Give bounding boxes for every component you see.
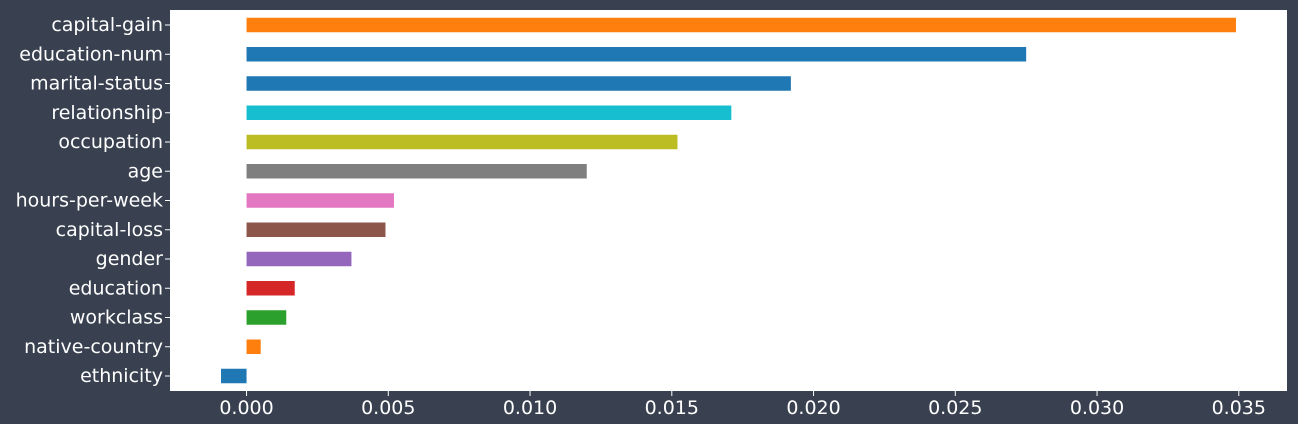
y-tick-label: capital-loss <box>56 219 163 241</box>
y-tick-label: education-num <box>19 43 163 65</box>
x-tick-label: 0.035 <box>1212 397 1266 419</box>
x-tick-label: 0.005 <box>361 397 415 419</box>
x-tick-label: 0.030 <box>1070 397 1124 419</box>
y-axis: capital-gain education-num marital-status r… <box>16 14 170 387</box>
y-tick-label: occupation <box>58 131 163 153</box>
bar-education <box>246 281 295 296</box>
bar-hours-per-week <box>246 193 394 208</box>
y-tick-label: workclass <box>70 307 163 329</box>
x-tick-label: 0.015 <box>645 397 699 419</box>
y-tick-label: age <box>128 160 163 182</box>
bar-capital-loss <box>246 222 386 237</box>
bar-ethnicity <box>221 368 247 384</box>
bar-native-country <box>246 339 261 354</box>
bar-capital-gain <box>246 17 1236 33</box>
x-tick-label: 0.025 <box>928 397 982 419</box>
bar-age <box>246 164 587 179</box>
x-axis: 0.000 0.005 0.010 0.015 0.020 0.025 0.030 0.035 <box>219 391 1266 419</box>
y-tick-label: education <box>69 277 163 299</box>
bar-gender <box>246 251 352 267</box>
y-tick-label: native-country <box>24 336 163 358</box>
x-tick-label: 0.000 <box>219 397 273 419</box>
y-tick-label: hours-per-week <box>16 190 163 212</box>
y-tick-label: capital-gain <box>51 14 163 36</box>
bar-marital-status <box>246 76 791 91</box>
y-tick-label: marital-status <box>30 73 163 95</box>
x-tick-label: 0.020 <box>786 397 840 419</box>
bar-workclass <box>246 310 287 325</box>
bar-education-num <box>246 47 1027 62</box>
bar-occupation <box>246 134 678 150</box>
y-tick-label: ethnicity <box>80 365 163 387</box>
bar-relationship <box>246 105 732 120</box>
y-tick-label: relationship <box>51 102 163 124</box>
x-tick-label: 0.010 <box>503 397 557 419</box>
bars-group <box>221 17 1236 384</box>
y-tick-label: gender <box>96 248 164 270</box>
